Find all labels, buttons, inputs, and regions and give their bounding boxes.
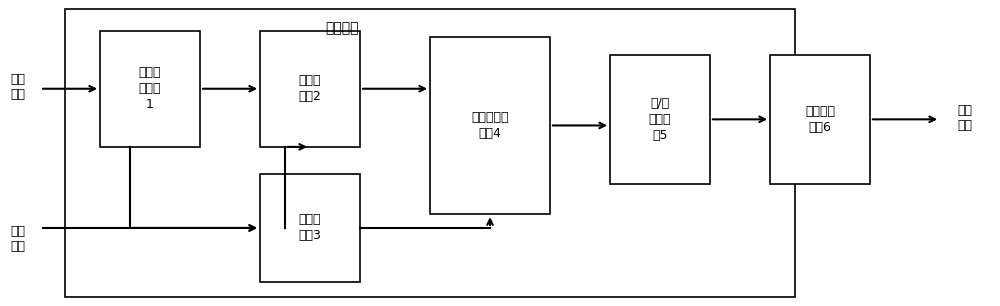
Text: 参考
时钟: 参考 时钟 (10, 225, 25, 253)
Text: 编码、调制
模块4: 编码、调制 模块4 (471, 111, 509, 140)
Text: 数/模
转换模
块5: 数/模 转换模 块5 (649, 97, 671, 142)
Text: 脉冲整
形模块
1: 脉冲整 形模块 1 (139, 66, 161, 111)
Text: 调制单元: 调制单元 (326, 21, 359, 35)
FancyBboxPatch shape (430, 37, 550, 214)
Text: 无线
传输: 无线 传输 (958, 104, 972, 132)
FancyBboxPatch shape (610, 55, 710, 184)
Text: 精采样
模块3: 精采样 模块3 (299, 214, 321, 242)
FancyBboxPatch shape (260, 31, 360, 147)
FancyBboxPatch shape (260, 174, 360, 282)
Text: 粗采样
模块2: 粗采样 模块2 (299, 74, 321, 103)
Text: 输入
脉冲: 输入 脉冲 (10, 73, 25, 101)
Text: 射频单元
模块6: 射频单元 模块6 (805, 105, 835, 134)
FancyBboxPatch shape (100, 31, 200, 147)
FancyBboxPatch shape (770, 55, 870, 184)
